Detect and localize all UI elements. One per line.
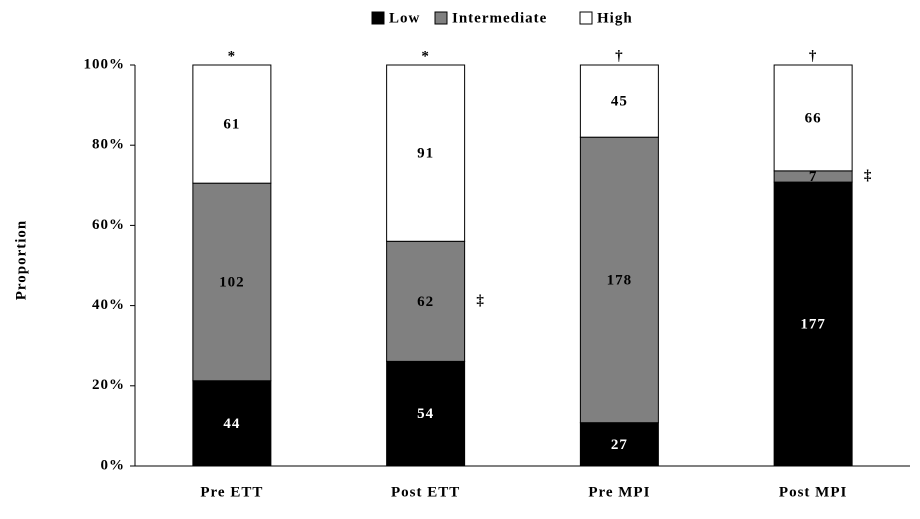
data-label: 54 (417, 406, 434, 422)
data-label: 102 (219, 274, 245, 290)
y-tick-label: 80% (92, 137, 125, 153)
bar-segment (192, 380, 272, 467)
legend-label: High (597, 10, 633, 26)
bar-segment (579, 64, 659, 138)
data-label: 27 (611, 437, 628, 453)
side-marker: ‡ (476, 293, 485, 309)
top-marker: * (228, 48, 237, 64)
data-label: 177 (800, 316, 826, 332)
legend-swatch (371, 11, 385, 25)
x-tick-label: Pre ETT (200, 484, 263, 500)
top-marker: † (809, 48, 818, 64)
bar-segment (773, 64, 853, 172)
data-label: 62 (417, 294, 434, 310)
legend-swatch (579, 11, 593, 25)
x-tick-label: Post ETT (391, 484, 460, 500)
bar-segment (773, 181, 853, 467)
bar-segment (192, 64, 272, 184)
bar-segment (386, 240, 466, 362)
bar-segment (579, 136, 659, 424)
bar-segment (386, 64, 466, 242)
y-tick-label: 40% (92, 297, 125, 313)
y-tick-label: 100% (84, 56, 126, 72)
top-marker: † (615, 48, 624, 64)
data-label: 7 (809, 169, 818, 185)
data-label: 66 (805, 110, 822, 126)
y-tick-label: 20% (92, 377, 125, 393)
legend-swatch (434, 11, 448, 25)
top-marker: * (421, 48, 430, 64)
y-axis-label: Proportion (13, 220, 29, 301)
bar-segment (386, 360, 466, 467)
x-tick-label: Pre MPI (588, 484, 650, 500)
data-label: 45 (611, 94, 628, 110)
data-label: 61 (223, 117, 240, 133)
legend-label: Low (389, 10, 420, 26)
legend-label: Intermediate (452, 10, 547, 26)
data-label: 178 (607, 272, 633, 288)
y-tick-label: 60% (92, 217, 125, 233)
data-label: 44 (223, 416, 240, 432)
side-marker: ‡ (864, 168, 873, 184)
data-label: 91 (417, 146, 434, 162)
bar-segment (192, 182, 272, 382)
y-tick-label: 0% (101, 457, 126, 473)
x-tick-label: Post MPI (779, 484, 847, 500)
